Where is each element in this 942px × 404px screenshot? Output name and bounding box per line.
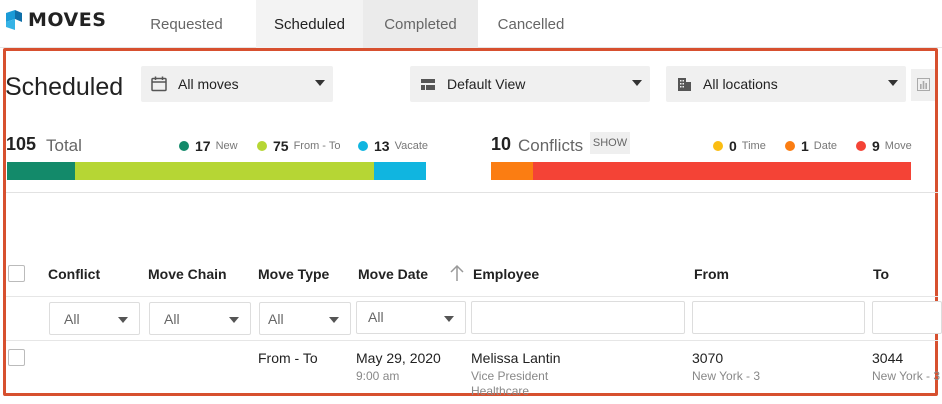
tab-scheduled[interactable]: Scheduled	[256, 0, 363, 48]
date-status-dot-icon	[785, 141, 795, 151]
page-title: Scheduled	[5, 73, 124, 101]
column-header-move-date[interactable]: Move Date	[358, 266, 429, 282]
move-type-filter-select[interactable]: All	[259, 302, 351, 335]
locations-select-value: All locations	[703, 76, 778, 92]
chevron-down-icon	[118, 317, 128, 323]
vacate-count: 13	[374, 138, 390, 154]
move-status-dot-icon	[856, 141, 866, 151]
moves-filter-select[interactable]: All moves	[141, 66, 333, 102]
view-select[interactable]: Default View	[410, 66, 650, 102]
vacate-bar-segment	[374, 162, 426, 180]
move-bar-segment	[533, 162, 911, 180]
to-cell: 3044	[872, 350, 904, 366]
move-label: Move	[884, 140, 912, 152]
time-count: 0	[729, 138, 737, 154]
move-time-cell: 9:00 am	[356, 369, 400, 383]
new-label: New	[215, 140, 238, 152]
time-label: Time	[741, 140, 766, 152]
conflict-filter-value: All	[64, 311, 80, 327]
date-count: 1	[801, 138, 809, 154]
moves-logo-icon	[6, 10, 22, 30]
move-chain-filter-select[interactable]: All	[149, 302, 251, 335]
chevron-down-icon	[229, 317, 239, 323]
grid-view-icon	[420, 76, 436, 92]
building-icon	[676, 76, 692, 92]
tab-completed[interactable]: Completed	[363, 0, 478, 48]
calendar-icon	[151, 76, 167, 92]
employee-title-cell: Vice President	[471, 369, 549, 383]
total-label: Total	[46, 136, 82, 155]
section-divider	[6, 192, 938, 193]
chevron-down-icon	[632, 80, 642, 86]
sort-ascending-icon[interactable]	[449, 264, 465, 282]
brand-name: MOVES	[28, 9, 107, 31]
column-header-from[interactable]: From	[694, 266, 729, 282]
to-filter-input[interactable]	[872, 301, 942, 334]
top-nav: MOVES Requested Scheduled Completed Canc…	[0, 0, 942, 48]
from-location-cell: New York - 3	[692, 369, 761, 383]
legend-move: 9 Move	[856, 138, 912, 154]
from-cell: 3070	[692, 350, 724, 366]
chevron-down-icon	[444, 316, 454, 322]
bar-chart-icon	[917, 78, 930, 96]
employee-dept-cell: Healthcare	[471, 384, 530, 398]
move-date-cell: May 29, 2020	[356, 350, 441, 366]
from-to-status-dot-icon	[257, 141, 267, 151]
conflicts-label: Conflicts	[518, 136, 584, 155]
new-status-dot-icon	[179, 141, 189, 151]
tab-cancelled[interactable]: Cancelled	[497, 15, 565, 33]
from-filter-input[interactable]	[692, 301, 865, 334]
legend-time: 0 Time	[713, 138, 766, 154]
move-type-cell: From - To	[258, 350, 318, 366]
conflicts-count: 10	[491, 134, 512, 154]
view-select-value: Default View	[447, 76, 526, 92]
header-divider	[6, 296, 938, 297]
legend-new: 17 New	[179, 138, 238, 154]
move-chain-filter-value: All	[164, 311, 180, 327]
tab-requested[interactable]: Requested	[150, 15, 223, 33]
column-header-move-chain[interactable]: Move Chain	[148, 266, 227, 282]
conflict-filter-select[interactable]: All	[49, 302, 140, 335]
column-header-conflict[interactable]: Conflict	[48, 266, 101, 282]
row-checkbox[interactable]	[8, 349, 25, 366]
new-bar-segment	[7, 162, 75, 180]
column-header-move-type[interactable]: Move Type	[258, 266, 330, 282]
legend-date: 1 Date	[785, 138, 837, 154]
move-count: 9	[872, 138, 880, 154]
vacate-status-dot-icon	[358, 141, 368, 151]
chart-toggle-button[interactable]	[911, 69, 935, 101]
total-count: 105	[6, 134, 37, 154]
chevron-down-icon	[329, 317, 339, 323]
vacate-label: Vacate	[394, 140, 429, 152]
from-to-label: From - To	[293, 140, 341, 152]
legend-from-to: 75 From - To	[257, 138, 340, 154]
from-to-count: 75	[273, 138, 289, 154]
date-label: Date	[813, 140, 838, 152]
move-date-filter-value: All	[368, 309, 384, 325]
moves-filter-value: All moves	[178, 76, 239, 92]
locations-select[interactable]: All locations	[666, 66, 906, 102]
move-type-filter-value: All	[268, 311, 284, 327]
legend-vacate: 13 Vacate	[358, 138, 428, 154]
scheduled-panel	[3, 48, 938, 396]
column-header-employee[interactable]: Employee	[473, 266, 540, 282]
employee-name-cell[interactable]: Melissa Lantin	[471, 350, 561, 366]
employee-filter-input[interactable]	[471, 301, 685, 334]
from-to-bar-segment	[75, 162, 374, 180]
chevron-down-icon	[315, 80, 325, 86]
app-logo[interactable]: MOVES	[6, 9, 106, 31]
chevron-down-icon	[888, 80, 898, 86]
column-header-to[interactable]: To	[873, 266, 890, 282]
to-location-cell: New York - 3	[872, 369, 941, 383]
date-bar-segment	[491, 162, 533, 180]
time-status-dot-icon	[713, 141, 723, 151]
show-conflicts-button[interactable]: SHOW	[590, 132, 630, 154]
new-count: 17	[195, 138, 211, 154]
select-all-checkbox[interactable]	[8, 265, 25, 282]
move-date-filter-select[interactable]: All	[356, 301, 466, 334]
filter-row-divider	[6, 340, 938, 341]
